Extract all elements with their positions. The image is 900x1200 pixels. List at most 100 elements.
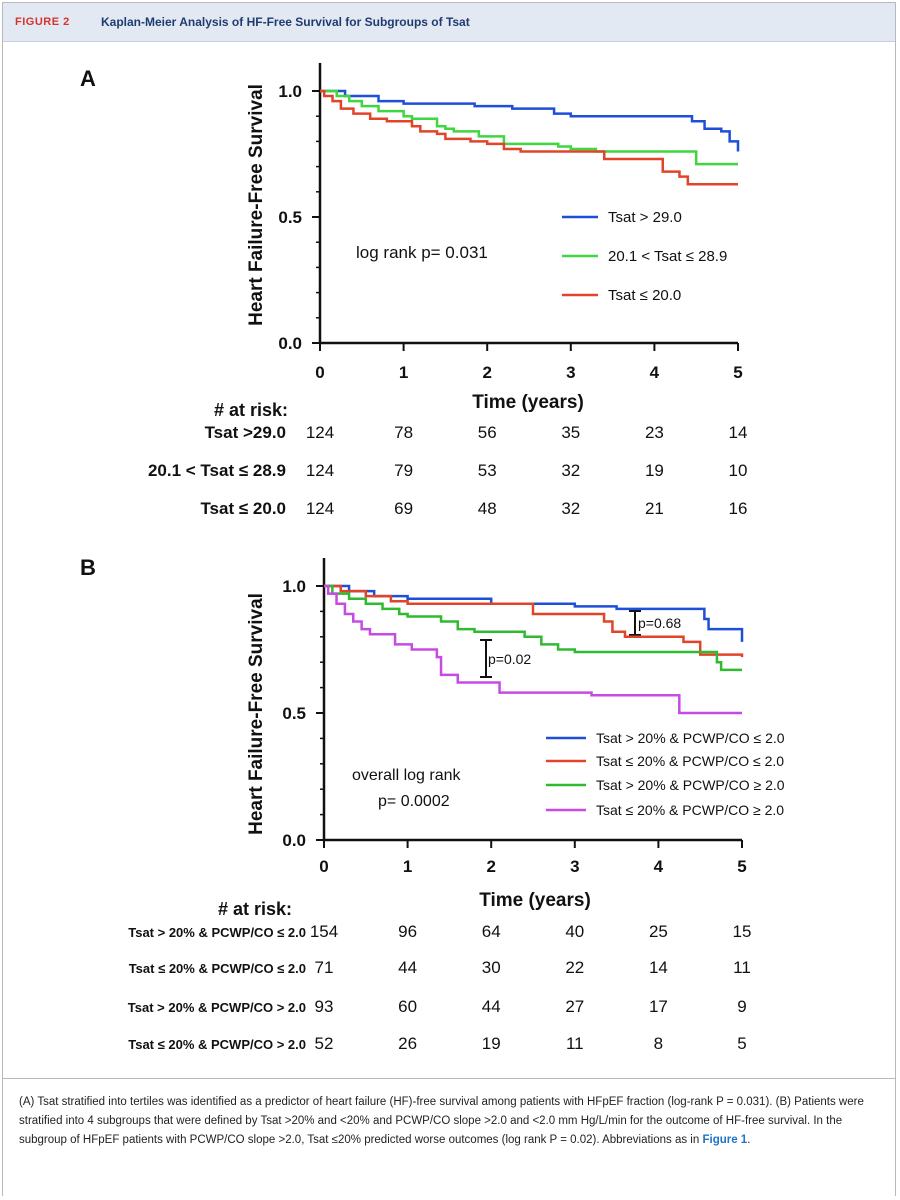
panel-b-atrisk-value: 22 (565, 958, 584, 977)
panel-b-atrisk-value: 26 (398, 1034, 417, 1053)
panel-b-xlabel: Time (years) (479, 890, 591, 911)
panel-b-y-tick-label: 0.0 (282, 831, 306, 850)
panel-a-x-tick-label: 1 (399, 363, 408, 382)
panel-b-atrisk-row-label: Tsat > 20% & PCWP/CO > 2.0 (128, 1000, 306, 1015)
panel-a-atrisk-value: 32 (561, 499, 580, 518)
panel-a-series-line-2 (320, 89, 738, 166)
panel-a-atrisk-value: 35 (561, 423, 580, 442)
panel-b-legend-label-2: Tsat ≤ 20% & PCWP/CO ≤ 2.0 (596, 753, 784, 769)
panel-a-atrisk-value: 78 (394, 423, 413, 442)
panel-a-series-line-1 (320, 89, 740, 152)
panel-b-atrisk-row-label: Tsat ≤ 20% & PCWP/CO ≤ 2.0 (129, 961, 306, 976)
panel-b-legend-label-3: Tsat > 20% & PCWP/CO ≥ 2.0 (596, 777, 785, 793)
panel-b-atrisk-value: 25 (649, 922, 668, 941)
panel-b-atrisk-value: 15 (733, 922, 752, 941)
panel-b-ylabel: Heart Failure-Free Survival (246, 593, 267, 835)
panel-b-atrisk-value: 40 (565, 922, 584, 941)
panel-b-label: B (80, 555, 96, 580)
panel-a-x-tick-label: 4 (650, 363, 660, 382)
panel-b-atrisk-value: 14 (649, 958, 668, 977)
panel-a-x-tick-label: 2 (482, 363, 491, 382)
panel-b-atrisk-value: 8 (654, 1034, 663, 1053)
panel-b-pvalue-bar-2 (629, 610, 641, 636)
panel-a-atrisk-value: 56 (478, 423, 497, 442)
panel-a-atrisk-value: 53 (478, 461, 497, 480)
panel-b-atrisk-value: 19 (482, 1034, 501, 1053)
panel-a-series-line-3 (320, 89, 738, 186)
panel-a-legend-label-3: Tsat ≤ 20.0 (608, 287, 681, 304)
panel-b-series-line-4 (324, 584, 742, 715)
figure-label: FIGURE 2 (15, 16, 70, 28)
caption-box: (A) Tsat stratified into tertiles was id… (3, 1078, 895, 1196)
panel-b-atrisk-row-label: Tsat ≤ 20% & PCWP/CO > 2.0 (128, 1037, 306, 1052)
panel-a-x-tick-label: 0 (315, 363, 324, 382)
caption-figure-link[interactable]: Figure 1 (702, 1134, 748, 1146)
panel-a-atrisk-value: 32 (561, 461, 580, 480)
panel-a-label: A (80, 66, 96, 91)
panel-b-x-tick-label: 3 (570, 857, 579, 876)
panel-b-atrisk-value: 27 (565, 997, 584, 1016)
panel-a-atrisk-row-label: Tsat >29.0 (205, 423, 286, 442)
panel-b-atrisk-value: 9 (737, 997, 746, 1016)
panel-b-atrisk-heading: # at risk: (218, 899, 292, 919)
panel-b-pvalue-2: p=0.68 (638, 615, 681, 631)
panel-a-atrisk-value: 23 (645, 423, 664, 442)
panel-b-atrisk-value: 60 (398, 997, 417, 1016)
panel-a-atrisk-row-label: Tsat ≤ 20.0 (200, 499, 286, 518)
panel-a-y-tick-label: 0.5 (278, 208, 302, 227)
caption-end: . (747, 1134, 751, 1146)
panel-b-x-tick-label: 4 (654, 857, 664, 876)
panel-b-atrisk-value: 44 (398, 958, 417, 977)
panel-a-x-tick-label: 3 (566, 363, 575, 382)
panel-a-xlabel: Time (years) (472, 392, 584, 413)
panel-b-y-tick-label: 0.5 (282, 704, 306, 723)
panel-a-atrisk-value: 69 (394, 499, 413, 518)
panel-a-atrisk-value: 21 (645, 499, 664, 518)
panel-b-atrisk-value: 44 (482, 997, 501, 1016)
panel-b-atrisk-value: 30 (482, 958, 501, 977)
panel-a-legend-label-1: Tsat > 29.0 (608, 209, 682, 226)
figure-caption: (A) Tsat stratified into tertiles was id… (19, 1093, 881, 1150)
panel-a-x-tick-label: 5 (733, 363, 742, 382)
panel-b-series-line-3 (324, 584, 742, 672)
panel-b-logrank-line1: overall log rank (352, 767, 462, 784)
panel-a-atrisk-heading: # at risk: (214, 400, 288, 420)
panel-b-atrisk-value: 17 (649, 997, 668, 1016)
figure-title: Kaplan-Meier Analysis of HF-Free Surviva… (101, 15, 470, 29)
panel-b-x-tick-label: 0 (319, 857, 328, 876)
panel-b-series-line-2 (324, 584, 744, 658)
panel-b-atrisk-value: 5 (737, 1034, 746, 1053)
panel-a-atrisk-value: 19 (645, 461, 664, 480)
panel-a-atrisk-value: 14 (729, 423, 748, 442)
panel-a-atrisk-value: 124 (306, 499, 334, 518)
panel-a-atrisk-value: 16 (729, 499, 748, 518)
panel-a-atrisk-value: 124 (306, 461, 334, 480)
panel-b-logrank-line2: p= 0.0002 (378, 793, 450, 810)
caption-text: (A) Tsat stratified into tertiles was id… (19, 1096, 864, 1146)
figure-header: FIGURE 2 Kaplan-Meier Analysis of HF-Fre… (3, 3, 895, 42)
panel-b-atrisk-value: 11 (733, 958, 751, 977)
panel-a-atrisk-row-label: 20.1 < Tsat ≤ 28.9 (148, 461, 286, 480)
panel-b-pvalue-bar-1 (480, 639, 492, 678)
panel-b-atrisk-value: 52 (315, 1034, 334, 1053)
panel-b-series-line-1 (324, 584, 744, 642)
panel-b-atrisk-value: 71 (315, 958, 334, 977)
panel-b-pvalue-1: p=0.02 (488, 651, 531, 667)
panel-a-legend-label-2: 20.1 < Tsat ≤ 28.9 (608, 248, 727, 265)
panel-b-x-tick-label: 1 (403, 857, 412, 876)
panel-a-logrank: log rank p= 0.031 (356, 243, 488, 262)
panel-b-x-tick-label: 5 (737, 857, 746, 876)
panel-a-y-tick-label: 0.0 (278, 334, 302, 353)
panel-b-y-tick-label: 1.0 (282, 577, 306, 596)
panel-b-x-tick-label: 2 (486, 857, 495, 876)
panel-b-atrisk-value: 11 (566, 1034, 584, 1053)
panel-a-atrisk-value: 48 (478, 499, 497, 518)
panel-a-ylabel: Heart Failure-Free Survival (246, 84, 267, 326)
panel-a-atrisk-value: 10 (729, 461, 748, 480)
panel-a-atrisk-value: 124 (306, 423, 334, 442)
panel-b-atrisk-row-label: Tsat > 20% & PCWP/CO ≤ 2.0 (128, 925, 306, 940)
panel-a-y-tick-label: 1.0 (278, 82, 302, 101)
panel-b-atrisk-value: 96 (398, 922, 417, 941)
panel-b-atrisk-value: 154 (310, 922, 338, 941)
